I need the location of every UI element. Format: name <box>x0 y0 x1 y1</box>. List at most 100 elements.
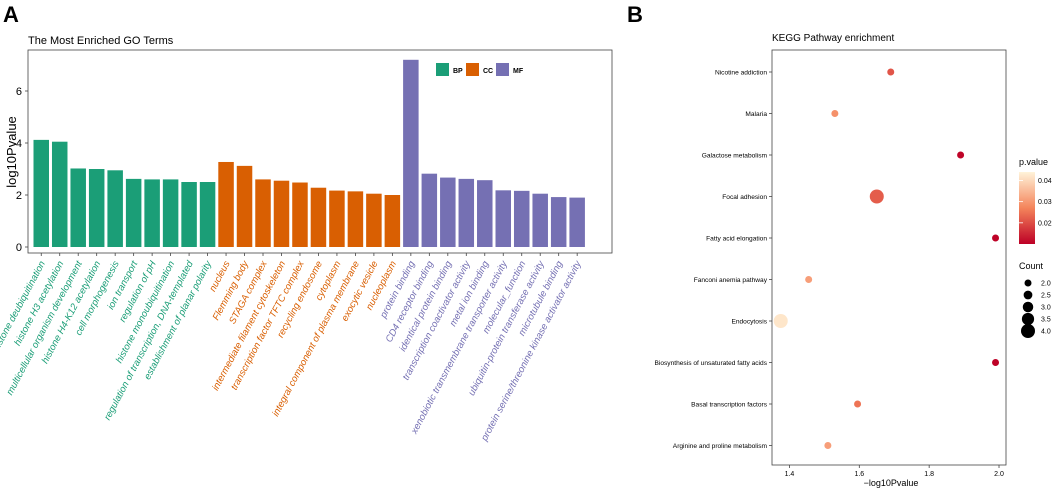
kegg-y-label-focal-adhesion: Focal adhesion <box>722 194 767 201</box>
go-bar-staga-complex <box>255 179 271 247</box>
kegg-point-basal-transcription-factors <box>854 400 862 408</box>
go-bar-metal-ion-binding <box>477 180 493 247</box>
count-legend-label: 3.0 <box>1041 305 1051 312</box>
go-bar-nucleoplasm <box>384 195 401 247</box>
count-legend-label: 2.5 <box>1041 293 1051 300</box>
count-legend-label: 4.0 <box>1041 329 1051 336</box>
go-bar-histone-h3-acetylation <box>51 141 68 247</box>
kegg-y-label-galactose-metabolism: Galactose metabolism <box>702 153 768 160</box>
legend-label-bp: BP <box>453 68 463 75</box>
kegg-y-label-biosynthesis-of-unsaturated-fatty-acids: Biosynthesis of unsaturated fatty acids <box>654 360 767 367</box>
panel-label-b: B <box>627 2 643 27</box>
legend-label-cc: CC <box>483 68 493 75</box>
kegg-x-tick-label: 1.4 <box>785 471 795 478</box>
kegg-chart-title: KEGG Pathway enrichment <box>772 33 894 44</box>
go-y-tick-label: 2 <box>16 190 22 202</box>
go-plot-frame <box>27 49 613 254</box>
go-y-axis-label: log10Pvalue <box>4 116 19 188</box>
kegg-point-endocytosis <box>773 314 788 328</box>
go-legend: BP CC MF <box>436 63 524 76</box>
count-legend-label: 2.0 <box>1041 281 1051 288</box>
go-bar-regulation-of-transcription-dna-templated <box>181 182 197 247</box>
go-bar-ion-transport <box>125 178 142 247</box>
go-bar-regulation-of-ph <box>144 179 160 247</box>
go-bar-flemming-body <box>236 165 253 247</box>
count-legend-dot <box>1021 312 1035 326</box>
kegg-y-ticks: Nicotine addiction Malaria Galactose metab… <box>654 70 772 450</box>
go-bar-establishment-of-planar-polarity <box>199 182 216 247</box>
count-legend-dot <box>1022 301 1034 313</box>
count-legend: Count 2.0 2.5 3.0 3.5 4.0 <box>1019 261 1051 338</box>
go-bar-histone-deubiquitination <box>33 139 49 247</box>
go-bar-chart: The Most Enriched GO Terms log10Pvalue 0… <box>0 35 613 444</box>
legend-label-mf: MF <box>513 68 524 75</box>
kegg-point-fanconi-anemia-pathway <box>805 276 813 283</box>
count-legend-label: 3.5 <box>1041 317 1051 324</box>
kegg-plot-frame <box>771 49 1007 466</box>
go-bar-cell-morphogenesis <box>107 170 123 247</box>
kegg-y-label-nicotine-addiction: Nicotine addiction <box>715 70 767 77</box>
go-bar-recycling-endosome <box>310 187 327 247</box>
kegg-dot-plot: KEGG Pathway enrichment Nicotine addicti… <box>654 33 1051 488</box>
go-chart-title: The Most Enriched GO Terms <box>28 35 174 47</box>
count-legend-dot <box>1024 279 1032 287</box>
legend-swatch-cc <box>466 63 479 76</box>
kegg-point-nicotine-addiction <box>887 68 895 76</box>
pvalue-legend: p.value 0.04 0.03 0.02 <box>1019 157 1052 244</box>
count-legend-dot <box>1023 290 1033 300</box>
kegg-x-tick-label: 1.6 <box>854 471 864 478</box>
kegg-point-galactose-metabolism <box>957 151 965 159</box>
kegg-y-label-fatty-acid-elongation: Fatty acid elongation <box>706 236 767 243</box>
kegg-y-label-malaria: Malaria <box>745 111 767 118</box>
go-x-label-regulation-of-transcription-dna-templated: regulation of transcription, DNA-templat… <box>102 259 196 422</box>
go-bar-exocytic-vesicle <box>366 193 382 247</box>
go-bar-identical-protein-binding <box>440 177 456 247</box>
legend-swatch-bp <box>436 63 449 76</box>
kegg-point-fatty-acid-elongation <box>992 234 1000 242</box>
pvalue-tick-label: 0.03 <box>1038 199 1052 206</box>
kegg-x-tick-label: 2.0 <box>994 471 1004 478</box>
kegg-points <box>773 68 1000 449</box>
go-bar-molecular-function <box>513 190 530 247</box>
pvalue-tick-label: 0.02 <box>1038 220 1052 227</box>
go-y-tick-label: 6 <box>16 86 22 98</box>
pvalue-colorbar <box>1019 172 1035 244</box>
kegg-point-focal-adhesion <box>869 189 884 204</box>
go-bar-protein-serine-threonine-kinase-activator-activity <box>569 197 585 247</box>
panel-label-a: A <box>3 2 19 27</box>
go-bar-transcription-factor-tftc-complex <box>292 182 308 247</box>
kegg-point-biosynthesis-of-unsaturated-fatty-acids <box>992 359 1000 366</box>
legend-swatch-mf <box>496 63 509 76</box>
pvalue-legend-title: p.value <box>1019 157 1048 167</box>
kegg-point-malaria <box>831 110 839 117</box>
go-bar-cd4-receptor-binding <box>421 173 438 247</box>
go-bar-integral-component-of-plasma-membrane <box>347 191 364 247</box>
go-y-tick-label: 4 <box>16 138 22 150</box>
kegg-y-label-arginine-and-proline-metabolism: Arginine and proline metabolism <box>673 443 768 450</box>
go-y-ticks: 0 2 4 6 <box>16 86 28 254</box>
go-bar-histone-h4-k12-acetylation <box>88 169 105 247</box>
go-bar-ubiquitin-protein-transferase-activity <box>532 193 548 247</box>
kegg-y-label-basal-transcription-factors: Basal transcription factors <box>691 402 768 409</box>
pvalue-tick-label: 0.04 <box>1038 178 1052 185</box>
go-bar-transcription-coactivator-activity <box>458 178 475 247</box>
go-bars <box>33 59 585 247</box>
count-legend-title: Count <box>1019 261 1044 271</box>
go-bar-multicellular-organism-development <box>70 168 86 247</box>
go-bar-xenobiotic-transmembrane-transporter-activity <box>495 190 511 247</box>
go-bar-microtubule-binding <box>550 197 567 247</box>
kegg-x-axis-label: −log10Pvalue <box>864 478 919 488</box>
kegg-x-ticks: 1.4 1.6 1.8 2.0 <box>785 465 1004 478</box>
go-bar-intermediate-filament-cytoskeleton <box>273 180 290 247</box>
kegg-x-tick-label: 1.8 <box>924 471 934 478</box>
go-y-tick-label: 0 <box>16 242 22 254</box>
go-bar-protein-binding <box>403 59 419 247</box>
go-bar-cytoplasm <box>329 190 345 247</box>
kegg-point-arginine-and-proline-metabolism <box>824 442 832 449</box>
go-bar-nucleus <box>218 161 234 247</box>
go-bar-histone-monoubiquitination <box>162 179 179 247</box>
kegg-y-label-endocytosis: Endocytosis <box>731 319 767 326</box>
kegg-y-label-fanconi-anemia-pathway: Fanconi anemia pathway <box>694 277 768 284</box>
